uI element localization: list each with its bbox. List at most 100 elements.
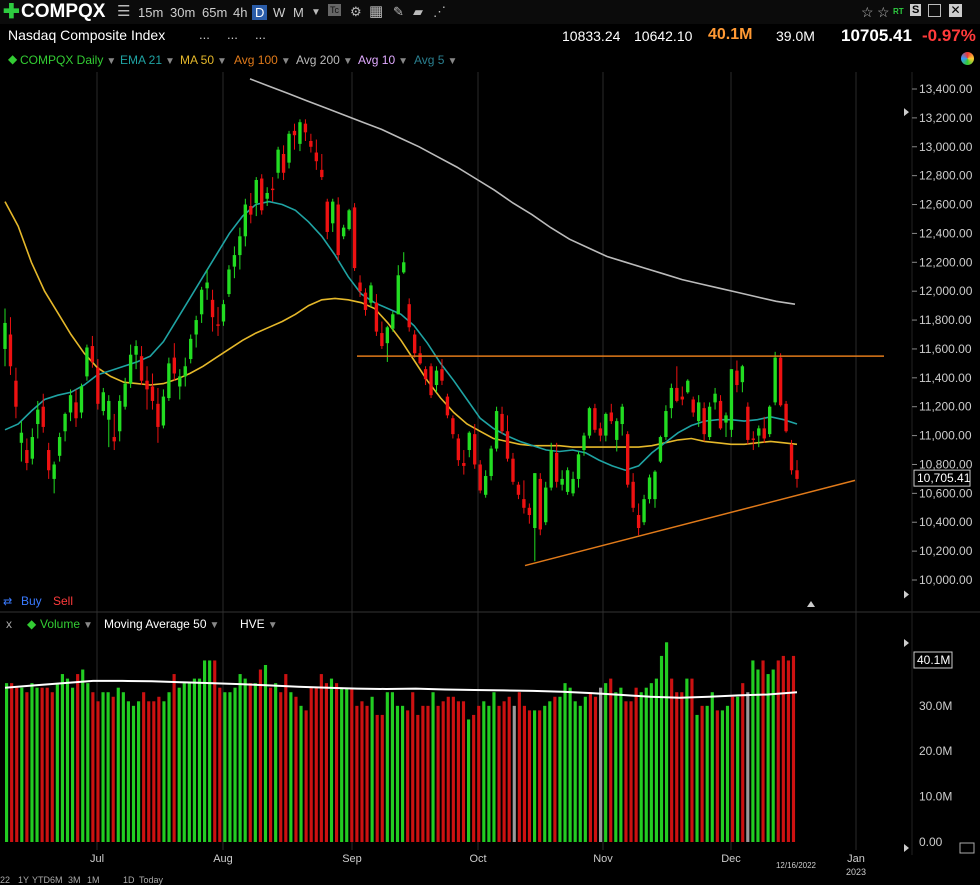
candle-body: [582, 435, 586, 451]
legend-ma50[interactable]: MA 50 ▼: [180, 53, 227, 67]
layers-icon[interactable]: ▰: [413, 4, 423, 19]
range-1y[interactable]: 1Y: [18, 875, 30, 885]
s-button[interactable]: S: [910, 4, 922, 16]
buy-button[interactable]: Buy: [21, 594, 42, 608]
candle-body: [462, 463, 466, 466]
volume-tick-label: 40.1M: [917, 653, 950, 667]
candle-body: [565, 470, 570, 492]
timeframe-daily[interactable]: D: [252, 5, 268, 20]
volume-bar: [208, 660, 212, 842]
candle-body: [292, 130, 297, 136]
symbol-title[interactable]: COMPQX: [21, 1, 106, 22]
volume-ma-path: [4, 679, 798, 699]
range-6m[interactable]: 6M: [50, 875, 63, 885]
legend-avg10[interactable]: Avg 10 ▼: [358, 53, 408, 67]
candle-body: [598, 428, 603, 436]
share-icon[interactable]: ⋰: [433, 4, 446, 19]
settings-icon[interactable]: ⚙: [350, 4, 362, 19]
price-tick-label: 12,600.00: [919, 198, 973, 212]
x-tick-label: Aug: [213, 853, 233, 865]
instrument-name: Nasdaq Composite Index: [8, 27, 166, 43]
timeframe-15m[interactable]: 15m: [138, 5, 164, 20]
volume-last-box: [913, 651, 953, 669]
legend-ema21[interactable]: EMA 21 ▼: [120, 53, 175, 67]
candle-body: [445, 396, 450, 416]
buy-sell-icon[interactable]: ⇄: [3, 596, 13, 608]
volume-bar: [406, 710, 410, 842]
legend-avg100[interactable]: Avg 100 ▼: [234, 53, 291, 67]
candle-body: [686, 380, 690, 393]
volume-bar: [522, 705, 526, 842]
candle-body: [303, 123, 308, 133]
volume-bar: [492, 692, 496, 842]
sell-button[interactable]: Sell: [53, 594, 74, 608]
legend-label: HVE: [240, 617, 265, 631]
volume-bar: [167, 692, 171, 842]
info-dots[interactable]: ...: [255, 27, 266, 42]
realtime-icon[interactable]: RT: [893, 7, 904, 16]
star-icon[interactable]: ☆: [861, 4, 874, 20]
volume-bar: [162, 701, 166, 842]
range-today[interactable]: Today: [139, 875, 164, 885]
price-tick-label: 12,400.00: [919, 226, 973, 240]
legend-hve[interactable]: HVE ▼: [240, 617, 278, 631]
legend-volume-ma50[interactable]: Moving Average 50 ▼: [104, 617, 219, 631]
window-icon[interactable]: [928, 4, 941, 17]
candle-body: [391, 314, 395, 329]
draw-pencil-icon[interactable]: ✎: [393, 4, 404, 19]
ma50-line: [4, 201, 798, 448]
timeframe-weekly[interactable]: W: [273, 5, 286, 20]
candle-body: [47, 450, 51, 471]
candle-body: [795, 470, 799, 479]
range-3m[interactable]: 3M: [68, 875, 81, 885]
timeframe-65m[interactable]: 65m: [202, 5, 228, 20]
info-dots[interactable]: ...: [227, 27, 238, 42]
list-icon[interactable]: ☰: [117, 3, 131, 20]
chart-type-icon[interactable]: Tc: [328, 4, 341, 16]
add-symbol-icon[interactable]: ✚: [3, 1, 20, 23]
candle-body: [41, 406, 45, 427]
timeframe-monthly[interactable]: M: [293, 5, 304, 20]
color-palette-icon[interactable]: [961, 52, 974, 65]
range-1m[interactable]: 1M: [87, 875, 100, 885]
volume-bar: [137, 701, 141, 842]
timeframe-dropdown-icon[interactable]: ▼: [311, 7, 321, 18]
close-panel-button[interactable]: x: [6, 617, 12, 631]
price-tick-label: 11,400.00: [919, 371, 972, 385]
volume-bar: [345, 687, 349, 842]
volume-bar: [527, 710, 532, 842]
star-add-icon[interactable]: ☆: [877, 4, 890, 20]
timeframe-4h[interactable]: 4h: [233, 5, 248, 20]
volume-bar: [649, 683, 653, 842]
volume-value: 40.1M: [708, 26, 753, 43]
candle-body: [134, 346, 138, 355]
candle-body: [101, 392, 105, 412]
volume-bar: [152, 701, 156, 842]
quote-bar: Nasdaq Composite Index ... ... ... 10833…: [0, 24, 980, 48]
candle-body: [205, 282, 209, 289]
candle-body: [636, 515, 641, 529]
legend-diamond-icon: ◆: [8, 52, 18, 66]
range-ytd[interactable]: YTD: [32, 875, 50, 885]
candle-body: [778, 357, 783, 406]
legend-volume[interactable]: Volume ▼: [40, 617, 93, 631]
legend-compqx-daily[interactable]: COMPQX Daily ▼: [20, 53, 116, 67]
volume-bar: [375, 714, 379, 842]
range-1d[interactable]: 1D: [123, 875, 135, 885]
calculator-icon[interactable]: ▦: [369, 3, 384, 20]
candle-body: [494, 411, 499, 449]
candle-body: [309, 140, 313, 147]
timeframe-30m[interactable]: 30m: [170, 5, 196, 20]
volume-bar: [71, 687, 75, 842]
legend-avg5[interactable]: Avg 5 ▼: [414, 53, 457, 67]
info-dots[interactable]: ...: [199, 27, 210, 42]
candle-body: [57, 437, 62, 456]
candle-body: [3, 322, 7, 349]
volume-bar: [126, 701, 130, 842]
volume-bar: [243, 678, 247, 842]
legend-avg200[interactable]: Avg 200 ▼: [296, 53, 353, 67]
volume-bar: [370, 696, 374, 842]
volume-bar: [761, 660, 765, 842]
close-icon[interactable]: ✕: [949, 3, 962, 17]
